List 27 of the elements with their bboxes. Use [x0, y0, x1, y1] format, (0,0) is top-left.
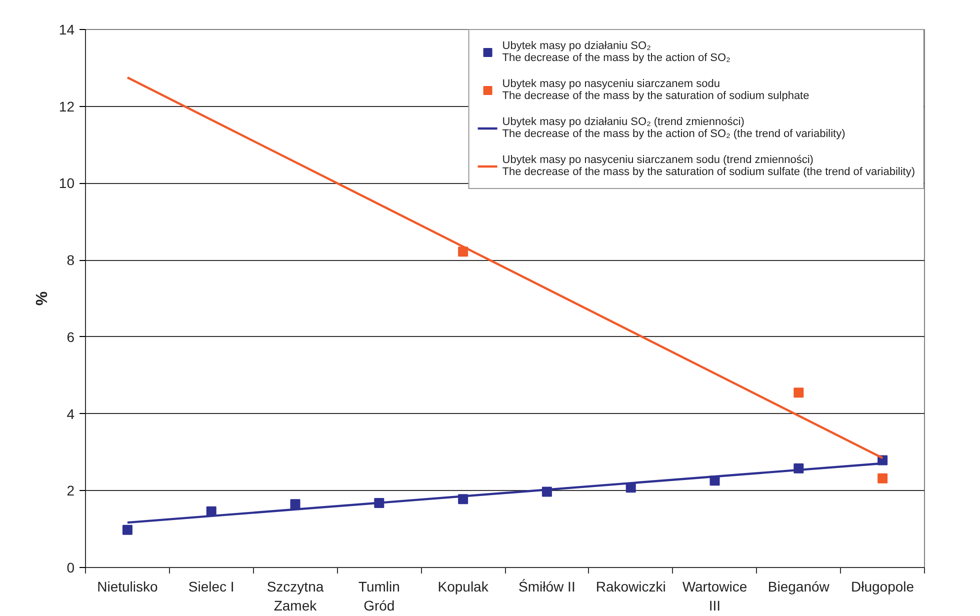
y-tick-label: 8	[66, 252, 75, 268]
point	[122, 524, 132, 535]
y-tick-label: 0	[66, 560, 75, 576]
y-axis-title: %	[34, 291, 51, 306]
x-tick-label: Długopole	[851, 578, 914, 594]
x-tick-label: Kopulak	[438, 578, 490, 594]
x-tick-label: Śmiłów II	[518, 578, 576, 594]
y-tick-label: 6	[66, 328, 75, 345]
legend-label: Ubytek masy po nasyceniu siarczanem sodu The decrease of the mass by the saturation of sodium sulphate	[502, 77, 810, 104]
y-tick-label: 10	[58, 175, 75, 192]
point	[878, 473, 888, 484]
point	[794, 388, 804, 398]
legend-label: Ubytek masy po działaniu SO₂ (trend zmienności) The decrease of the mass by the action of SO₂ (the trend of variability)	[502, 115, 846, 142]
x-tick-label: Wartowice III	[682, 578, 748, 614]
y-tick-label: 12	[58, 98, 75, 114]
y-tick-label: 2	[66, 482, 75, 499]
x-tick-label: Tumlin Gród	[358, 578, 400, 614]
x-tick-label: Sielec I	[188, 578, 234, 594]
legend-label: Ubytek masy po działaniu SO₂ The decrease of the mass by the action of SO₂	[502, 39, 730, 66]
x-tick-label: Szczytna Zamek	[266, 578, 324, 614]
legend-label: Ubytek masy po nasyceniu siarczanem sodu (trend zmienności) The decrease of the mass by the saturation of sodium sulfate (the trend of variability)	[502, 153, 915, 180]
y-tick-label: 4	[66, 406, 75, 422]
x-tick-label: Bieganów	[768, 578, 830, 594]
point	[290, 499, 300, 510]
x-tick-label: Rakowiczki	[596, 578, 666, 594]
y-tick-label: 14	[58, 22, 75, 38]
x-tick-label: Nietulisko	[97, 578, 158, 594]
